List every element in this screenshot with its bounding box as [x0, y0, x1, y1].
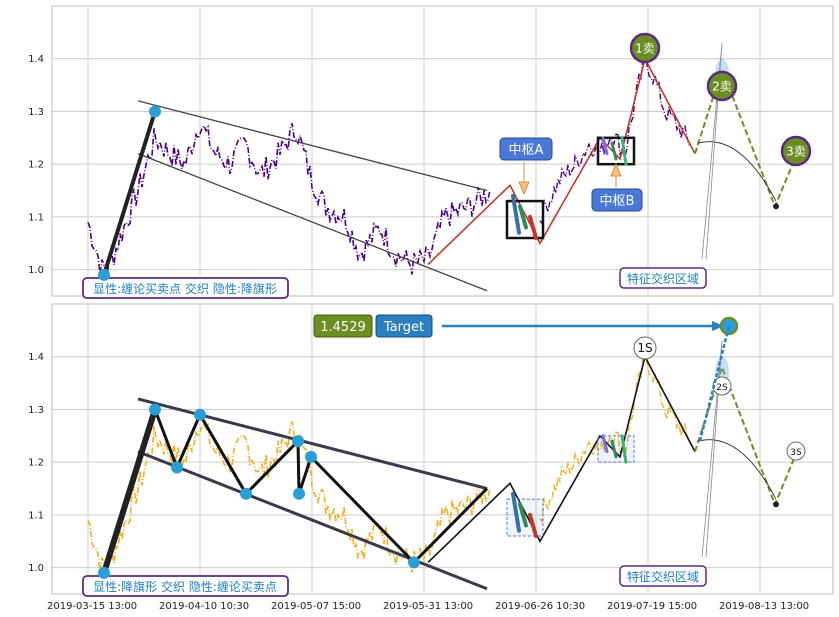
- sell-point-marker: [629, 32, 661, 64]
- pivot-segment-bar: [620, 434, 628, 464]
- y-tick-label: 1.3: [28, 107, 44, 118]
- turning-point-marker: [293, 487, 305, 500]
- y-tick-label: 1.4: [28, 54, 44, 65]
- pivot-label-box: [499, 137, 553, 161]
- pivot-segment-bar: [511, 193, 521, 235]
- price-series-line: [539, 347, 690, 524]
- target-label-box: [375, 314, 433, 338]
- pivot-segment-bar: [518, 204, 528, 230]
- sell-point-marker: [786, 441, 806, 461]
- price-series-line: [539, 49, 690, 226]
- price-series-line: [87, 123, 491, 275]
- pivot-segment-bar: [511, 491, 521, 533]
- status-label: 显性:缠论买卖点 交织 隐性:降旗形: [93, 281, 277, 296]
- channel-lower-line: [137, 450, 488, 591]
- projection-dashed-line: [694, 364, 798, 508]
- sell-point-marker: [633, 336, 657, 360]
- sell-point-label: 3卖: [786, 145, 806, 159]
- projection-end-dot: [773, 501, 779, 508]
- turning-point-marker: [171, 461, 183, 474]
- sell-point-marker: [706, 70, 738, 102]
- target-value: 1.4529: [320, 320, 366, 335]
- target-projection-line: [698, 325, 731, 442]
- impulse-stroke-line: [102, 110, 157, 276]
- sell-point-label: 1卖: [635, 42, 655, 56]
- x-tick-label: 2019-05-31 13:00: [383, 601, 473, 612]
- pivot-segment-bar: [528, 214, 538, 240]
- projection-spike: [701, 42, 723, 260]
- impulse-stroke-line: [101, 408, 158, 574]
- pivot-arrowhead: [610, 162, 622, 177]
- pivot-segment-bar: [601, 434, 609, 454]
- y-tick-label: 1.1: [28, 212, 44, 223]
- sell-point-marker: [780, 135, 812, 167]
- price-series-line: [87, 421, 491, 573]
- turning-point-marker: [408, 556, 420, 569]
- pivot-box-a: [505, 199, 545, 240]
- pivot-arrowhead: [518, 181, 530, 196]
- y-tick-label: 1.4: [28, 352, 44, 363]
- region-label: 特征交织区域: [627, 569, 699, 584]
- pivot-label: 中枢B: [600, 194, 635, 209]
- turning-point-marker: [149, 105, 161, 118]
- x-tick-label: 2019-03-15 13:00: [47, 601, 137, 612]
- sell-point-label: 3S: [790, 448, 802, 458]
- x-tick-label: 2019-05-07 15:00: [271, 601, 361, 612]
- target-arrowhead: [712, 321, 724, 331]
- projection-spike: [701, 340, 723, 558]
- projection-end-dot: [773, 203, 779, 210]
- region-label-box: [619, 565, 707, 587]
- turning-point-marker: [98, 268, 110, 281]
- x-tick-label: 2019-07-19 15:00: [607, 601, 697, 612]
- projection-arc: [697, 439, 777, 500]
- y-tick-label: 1.0: [28, 563, 44, 574]
- sell-point-label: 2S: [716, 383, 728, 393]
- turning-point-marker: [149, 403, 161, 416]
- y-tick-label: 1.3: [28, 405, 44, 416]
- y-tick-label: 1.1: [28, 510, 44, 521]
- region-label-box: [619, 267, 707, 289]
- pivot-label: 中枢A: [509, 143, 544, 158]
- channel-lower-line: [137, 153, 488, 292]
- x-tick-label: 2019-08-13 13:00: [719, 601, 809, 612]
- status-label: 显性:降旗形 交织 隐性:缠论买卖点: [93, 579, 277, 594]
- turning-point-marker: [240, 487, 252, 500]
- pivot-segment-bar: [601, 136, 609, 156]
- target-label: Target: [383, 320, 424, 335]
- target-marker: [719, 316, 739, 336]
- sell-point-label: 2卖: [712, 80, 732, 94]
- pivot-segment-bar: [528, 512, 538, 538]
- plot-frame: [51, 5, 834, 297]
- sell-point-label: 1S: [637, 341, 652, 355]
- channel-upper-line: [137, 100, 488, 192]
- pivot-segment-bar: [620, 136, 628, 166]
- x-tick-label: 2019-06-26 10:30: [495, 601, 585, 612]
- pivot-segment-bar: [518, 502, 528, 528]
- pivot-segment-bar: [610, 141, 618, 161]
- turning-point-marker: [305, 450, 317, 463]
- turning-point-marker: [194, 408, 206, 421]
- pivot-segment-bar: [610, 439, 618, 459]
- y-tick-label: 1.2: [28, 458, 44, 469]
- region-label: 特征交织区域: [627, 271, 699, 286]
- projection-arc: [697, 141, 777, 202]
- y-tick-label: 1.0: [28, 265, 44, 276]
- turning-point-marker: [98, 566, 110, 579]
- projection-dashed-line: [694, 66, 798, 210]
- status-label-box: [82, 575, 289, 597]
- y-tick-label: 1.2: [28, 160, 44, 171]
- target-value-box: [313, 314, 373, 338]
- x-tick-label: 2019-04-10 10:30: [159, 601, 249, 612]
- turning-point-marker: [292, 435, 304, 448]
- pivot-label-box: [591, 188, 643, 212]
- status-label-box: [82, 277, 289, 299]
